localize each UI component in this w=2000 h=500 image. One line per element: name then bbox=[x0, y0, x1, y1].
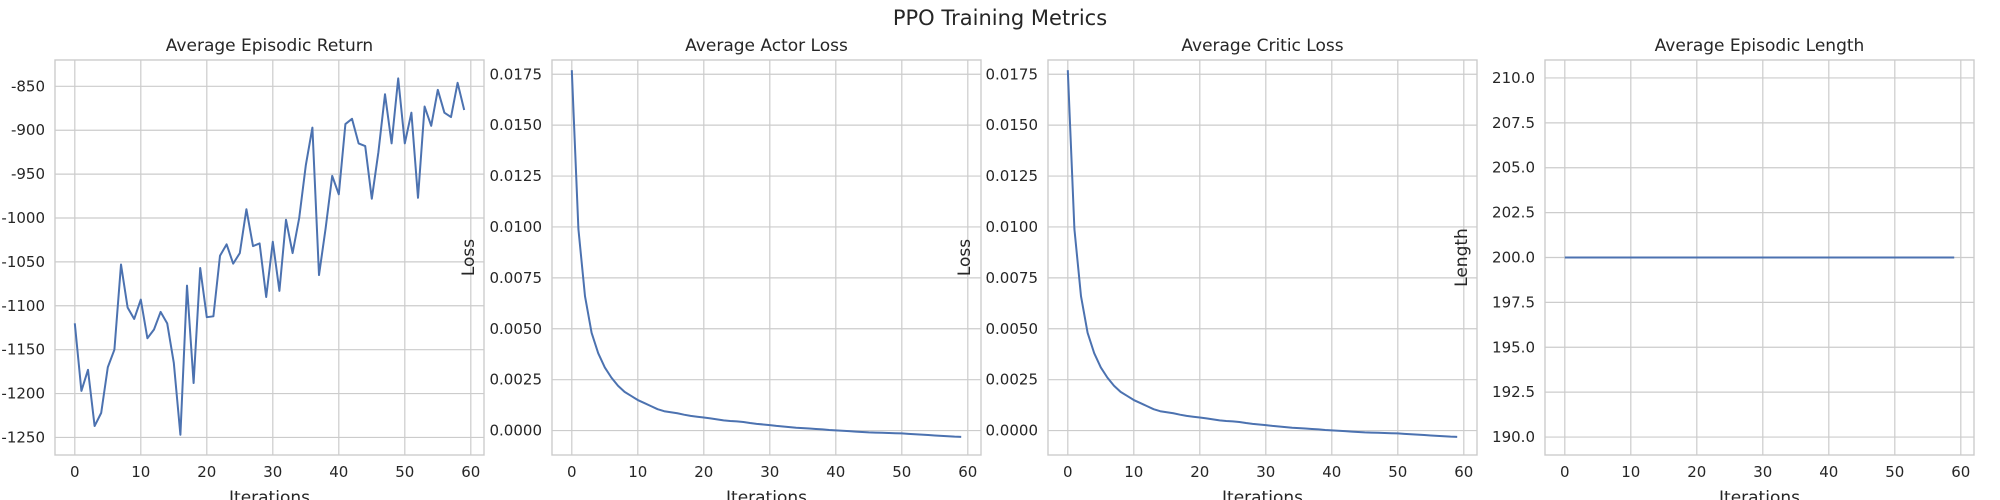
y-tick-label: 0.0025 bbox=[986, 371, 1039, 389]
y-tick-label: 0.0100 bbox=[986, 218, 1039, 236]
y-tick-label: 0.0100 bbox=[490, 218, 543, 236]
series-line bbox=[73, 77, 466, 436]
y-tick-label: -1050 bbox=[1, 253, 45, 271]
y-tick-label: 0.0125 bbox=[986, 167, 1039, 185]
chart-panel-3: 0 10 20 30 40 50 60 0.0000 0.0025 0.0050 0.0075 0.0… bbox=[955, 36, 1478, 500]
y-axis-label: Loss bbox=[955, 239, 975, 276]
x-tick-label: 50 bbox=[395, 463, 414, 481]
y-tick-label: 190.0 bbox=[1492, 428, 1535, 446]
chart-panel-1: 0 10 20 30 40 50 60 -1250 -1200 -1150 -1100 -1050 -1… bbox=[1, 36, 485, 500]
x-tick-label: 40 bbox=[1819, 463, 1838, 481]
plot-frame bbox=[1047, 59, 1478, 456]
y-tick-label: 0.0175 bbox=[986, 65, 1039, 83]
series-line bbox=[1066, 70, 1458, 438]
y-tick-label: 0.0050 bbox=[986, 320, 1039, 338]
x-axis-label: Iterations bbox=[1222, 488, 1303, 500]
x-tick-label: 30 bbox=[1256, 463, 1275, 481]
y-tick-label: -950 bbox=[11, 165, 45, 183]
chart-title: Average Actor Loss bbox=[685, 36, 848, 56]
x-tick-label: 30 bbox=[1753, 463, 1772, 481]
y-tick-label: -1200 bbox=[1, 385, 45, 403]
y-tick-label: 200.0 bbox=[1492, 249, 1535, 267]
y-axis-label: Loss bbox=[459, 239, 479, 276]
x-tick-label: 10 bbox=[1124, 463, 1143, 481]
y-tick-label: 0.0000 bbox=[986, 422, 1039, 440]
x-tick-label: 10 bbox=[131, 463, 150, 481]
y-tick-label: 0.0175 bbox=[490, 65, 543, 83]
x-tick-label: 50 bbox=[892, 463, 911, 481]
plot-frame bbox=[1544, 59, 1975, 456]
chart-panel-2: 0 10 20 30 40 50 60 0.0000 0.0025 0.0050 0.0075 0.0… bbox=[459, 36, 982, 500]
x-tick-label: 0 bbox=[1560, 463, 1570, 481]
y-tick-label: -900 bbox=[11, 121, 45, 139]
y-tick-label: 0.0025 bbox=[490, 371, 543, 389]
x-tick-label: 60 bbox=[1454, 463, 1473, 481]
y-tick-label: -1000 bbox=[1, 209, 45, 227]
y-tick-label: 210.0 bbox=[1492, 69, 1535, 87]
x-axis-label: Iterations bbox=[1719, 488, 1800, 500]
y-tick-label: 0.0125 bbox=[490, 167, 543, 185]
x-tick-label: 10 bbox=[628, 463, 647, 481]
x-tick-label: 30 bbox=[263, 463, 282, 481]
x-tick-label: 60 bbox=[1951, 463, 1970, 481]
x-tick-label: 0 bbox=[567, 463, 577, 481]
chart-title: Average Episodic Return bbox=[166, 36, 373, 56]
x-tick-label: 10 bbox=[1621, 463, 1640, 481]
x-tick-label: 20 bbox=[1190, 463, 1209, 481]
series-line bbox=[570, 70, 962, 438]
y-tick-label: 0.0050 bbox=[490, 320, 543, 338]
y-tick-label: 0.0150 bbox=[490, 116, 543, 134]
x-axis-label: Iterations bbox=[726, 488, 807, 500]
x-tick-label: 40 bbox=[329, 463, 348, 481]
y-tick-label: 0.0075 bbox=[490, 269, 543, 287]
x-tick-label: 20 bbox=[1687, 463, 1706, 481]
y-tick-label: 207.5 bbox=[1492, 114, 1535, 132]
y-axis-label: Length bbox=[1452, 228, 1472, 287]
y-tick-label: -1100 bbox=[1, 297, 45, 315]
x-tick-label: 40 bbox=[1322, 463, 1341, 481]
chart-panel-4: 0 10 20 30 40 50 60 190.0 192.5 195.0 197.5 200.0 20… bbox=[1452, 36, 1975, 500]
y-tick-label: 197.5 bbox=[1492, 293, 1535, 311]
x-tick-label: 60 bbox=[958, 463, 977, 481]
y-tick-label: -850 bbox=[11, 77, 45, 95]
plot-frame bbox=[551, 59, 982, 456]
x-tick-label: 40 bbox=[826, 463, 845, 481]
x-tick-label: 0 bbox=[70, 463, 80, 481]
plot-frame bbox=[54, 59, 485, 456]
y-tick-label: -1150 bbox=[1, 341, 45, 359]
x-tick-label: 20 bbox=[694, 463, 713, 481]
chart-title: Average Critic Loss bbox=[1181, 36, 1343, 56]
x-tick-label: 0 bbox=[1063, 463, 1073, 481]
y-tick-label: 0.0075 bbox=[986, 269, 1039, 287]
y-tick-label: 0.0150 bbox=[986, 116, 1039, 134]
y-tick-label: 205.0 bbox=[1492, 159, 1535, 177]
y-tick-label: -1250 bbox=[1, 428, 45, 446]
y-tick-label: 202.5 bbox=[1492, 204, 1535, 222]
x-tick-label: 50 bbox=[1885, 463, 1904, 481]
x-tick-label: 50 bbox=[1388, 463, 1407, 481]
x-axis-label: Iterations bbox=[229, 488, 310, 500]
chart-title: Average Episodic Length bbox=[1655, 36, 1865, 56]
x-tick-label: 20 bbox=[197, 463, 216, 481]
y-tick-label: 0.0000 bbox=[490, 422, 543, 440]
y-tick-label: 192.5 bbox=[1492, 383, 1535, 401]
x-tick-label: 60 bbox=[461, 463, 480, 481]
y-tick-label: 195.0 bbox=[1492, 338, 1535, 356]
figure-title: PPO Training Metrics bbox=[892, 6, 1108, 30]
x-tick-label: 30 bbox=[760, 463, 779, 481]
